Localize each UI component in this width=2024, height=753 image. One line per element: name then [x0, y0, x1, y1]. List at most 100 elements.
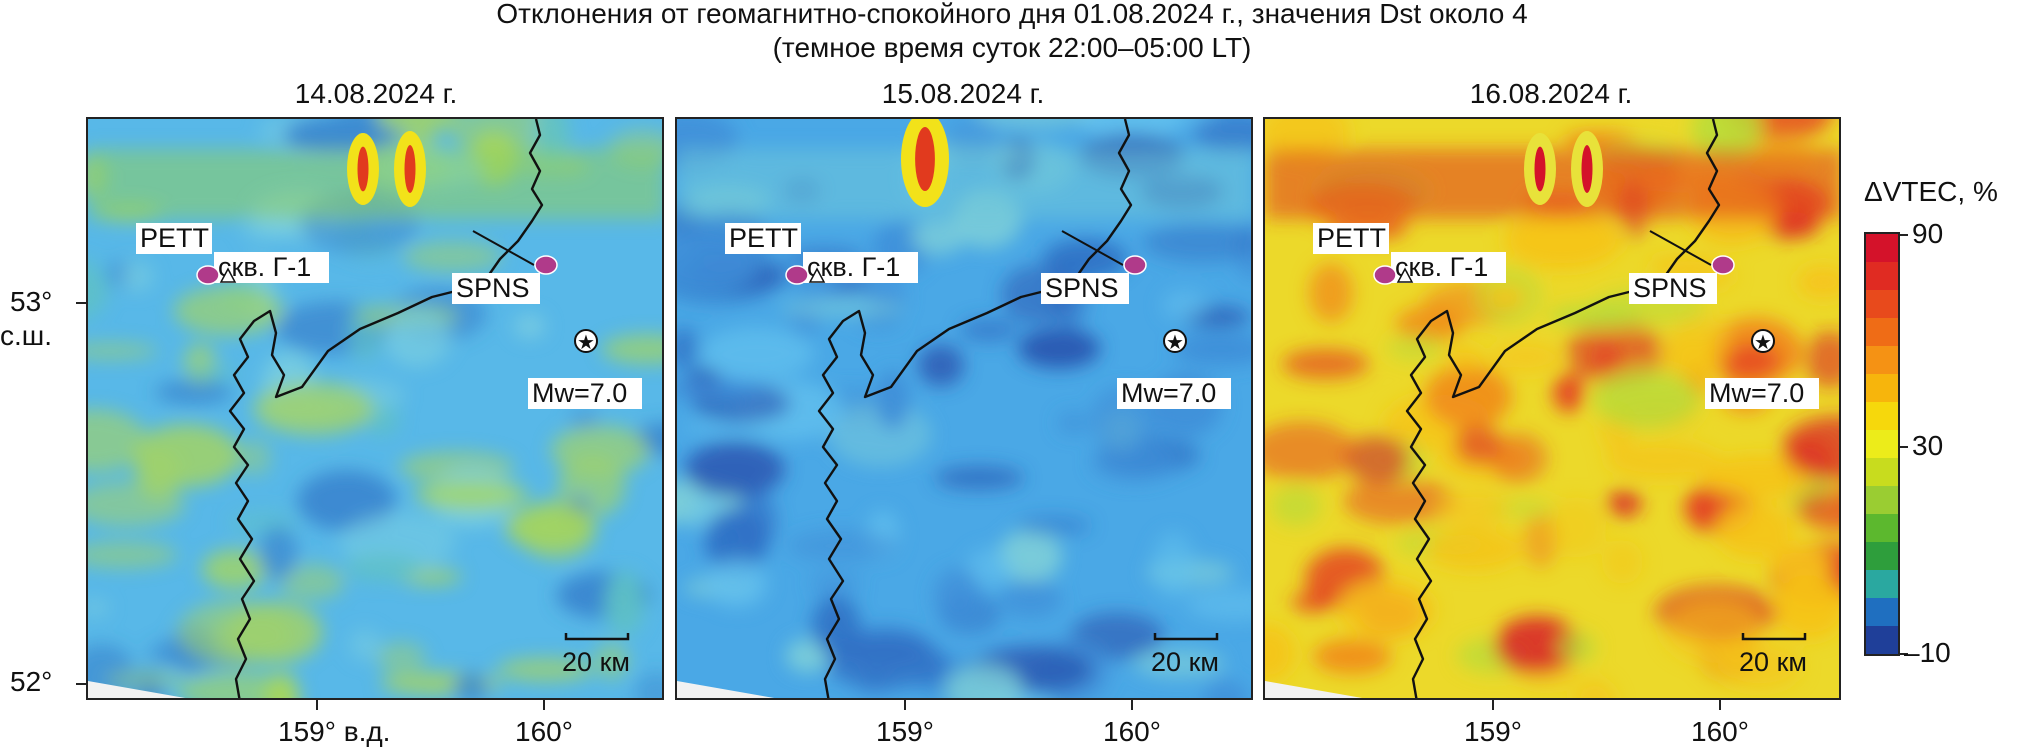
colorbar-title: ΔVTEC, % [1864, 176, 1998, 207]
earthquake-epicenter-icon [1163, 329, 1187, 353]
scale-bar-label: 20 км [1151, 647, 1219, 677]
vtec-anomaly-core [357, 146, 369, 192]
scale-bar [1741, 633, 1807, 641]
earthquake-star-icon: ★ [1754, 330, 1772, 354]
colorbar-tick-neg10 [1900, 653, 1908, 655]
lat-52-label: 52° [10, 666, 53, 697]
earthquake-label: Mw=7.0 [532, 378, 627, 408]
station-spns-label: SPNS [1633, 273, 1707, 303]
station-pett-marker [785, 265, 809, 285]
lon-label-p3-159: 159° [1464, 716, 1522, 747]
vtec-anomaly-core [1534, 146, 1546, 192]
station-spns-label-box [1041, 273, 1129, 304]
earthquake-label-box [1705, 378, 1819, 409]
lon-label-p1-160: 160° [515, 716, 573, 747]
earthquake-label: Mw=7.0 [1121, 378, 1216, 408]
well-label: скв. Г-1 [807, 252, 900, 282]
station-pett-label-box [725, 223, 801, 254]
earthquake-label: Mw=7.0 [1709, 378, 1804, 408]
colorbar-segment [1866, 570, 1898, 598]
lon-tick-p3-160 [1719, 700, 1721, 710]
colorbar-label-30: 30 [1912, 430, 1944, 461]
map-panel-14-aug: PETT скв. Г-1 SPNS Mw=7.0 ★ 20 км [86, 117, 664, 700]
lon-label-p3-160: 160° [1691, 716, 1749, 747]
station-pett-marker [1373, 265, 1397, 285]
colorbar-segment [1866, 234, 1898, 262]
station-pett-label: PETT [729, 223, 798, 253]
road-line [472, 230, 535, 266]
vtec-anomaly-core [404, 145, 416, 193]
coastline [1405, 119, 1721, 698]
earthquake-label-box [1117, 378, 1231, 409]
colorbar-segment [1866, 598, 1898, 626]
station-spns-marker [1123, 255, 1147, 275]
road-line [1649, 230, 1712, 266]
colorbar [1864, 232, 1900, 656]
map-panel-15-aug: PETT скв. Г-1 SPNS Mw=7.0 ★ 20 км [675, 117, 1253, 700]
map-panel-16-aug: PETT скв. Г-1 SPNS Mw=7.0 ★ 20 км [1263, 117, 1841, 700]
lon-tick-p1-160 [543, 700, 545, 710]
lon-tick-p1-159 [316, 700, 318, 710]
panel-1-date: 14.08.2024 г. [294, 78, 458, 109]
lon-tick-p2-159 [904, 700, 906, 710]
coastline [228, 119, 544, 698]
map-panel-16-aug-graphic: PETT скв. Г-1 SPNS Mw=7.0 ★ 20 км [1265, 119, 1839, 698]
earthquake-label-box [528, 378, 642, 409]
station-spns-label: SPNS [456, 273, 530, 303]
well-marker-icon [1396, 267, 1414, 283]
colorbar-segment [1866, 262, 1898, 290]
station-pett-label-box [136, 223, 212, 254]
scale-bar-label: 20 км [1739, 647, 1807, 677]
station-spns-label-box [452, 273, 540, 304]
vtec-field [677, 119, 1251, 698]
well-label: скв. Г-1 [1395, 252, 1488, 282]
station-spns-marker [1711, 255, 1735, 275]
earthquake-epicenter-icon [1751, 329, 1775, 353]
lon-tick-p2-160 [1131, 700, 1133, 710]
map-panel-14-aug-graphic: PETT скв. Г-1 SPNS Mw=7.0 ★ 20 км [88, 119, 662, 698]
well-label: скв. Г-1 [218, 252, 311, 282]
colorbar-label-neg10: –10 [1904, 637, 1951, 668]
well-marker-icon [219, 267, 237, 283]
colorbar-segment [1866, 374, 1898, 402]
station-pett-label-box [1313, 223, 1389, 254]
colorbar-segment [1866, 346, 1898, 374]
colorbar-tick-30 [1900, 446, 1908, 448]
earthquake-star-icon: ★ [1166, 330, 1184, 354]
panel-2-date: 15.08.2024 г. [881, 78, 1045, 109]
figure-title-line1: Отклонения от геомагнитно-спокойного дня… [496, 0, 1528, 29]
no-data-corner [677, 681, 775, 698]
colorbar-segment [1866, 318, 1898, 346]
lat-53-label: 53° [10, 286, 53, 317]
vtec-anomaly-core [1581, 145, 1593, 193]
map-panel-15-aug-graphic: PETT скв. Г-1 SPNS Mw=7.0 ★ 20 км [677, 119, 1251, 698]
colorbar-segment [1866, 402, 1898, 430]
station-pett-marker [196, 265, 220, 285]
scale-bar-label: 20 км [562, 647, 630, 677]
scale-bar [564, 633, 630, 641]
scale-bar [1153, 633, 1219, 641]
coastline [817, 119, 1133, 698]
station-spns-label: SPNS [1045, 273, 1119, 303]
station-pett-label: PETT [140, 223, 209, 253]
colorbar-label-90: 90 [1912, 218, 1944, 249]
figure-title-line2: (темное время суток 22:00–05:00 LT) [772, 32, 1252, 63]
station-spns-label-box [1629, 273, 1717, 304]
lat-suffix-label: с.ш. [0, 320, 53, 351]
colorbar-segment [1866, 458, 1898, 486]
panel-3-date: 16.08.2024 г. [1469, 78, 1633, 109]
lon-tick-p3-159 [1492, 700, 1494, 710]
vtec-anomaly-core [915, 127, 935, 191]
station-pett-label: PETT [1317, 223, 1386, 253]
lon-label-p2-160: 160° [1103, 716, 1161, 747]
colorbar-segment [1866, 514, 1898, 542]
earthquake-star-icon: ★ [577, 330, 595, 354]
earthquake-epicenter-icon [574, 329, 598, 353]
station-spns-marker [534, 255, 558, 275]
colorbar-segment [1866, 290, 1898, 318]
lon-label-p1-159: 159° в.д. [278, 716, 391, 747]
colorbar-segment [1866, 626, 1898, 654]
colorbar-segment [1866, 486, 1898, 514]
colorbar-segment [1866, 542, 1898, 570]
lat-53-tick [76, 302, 86, 304]
